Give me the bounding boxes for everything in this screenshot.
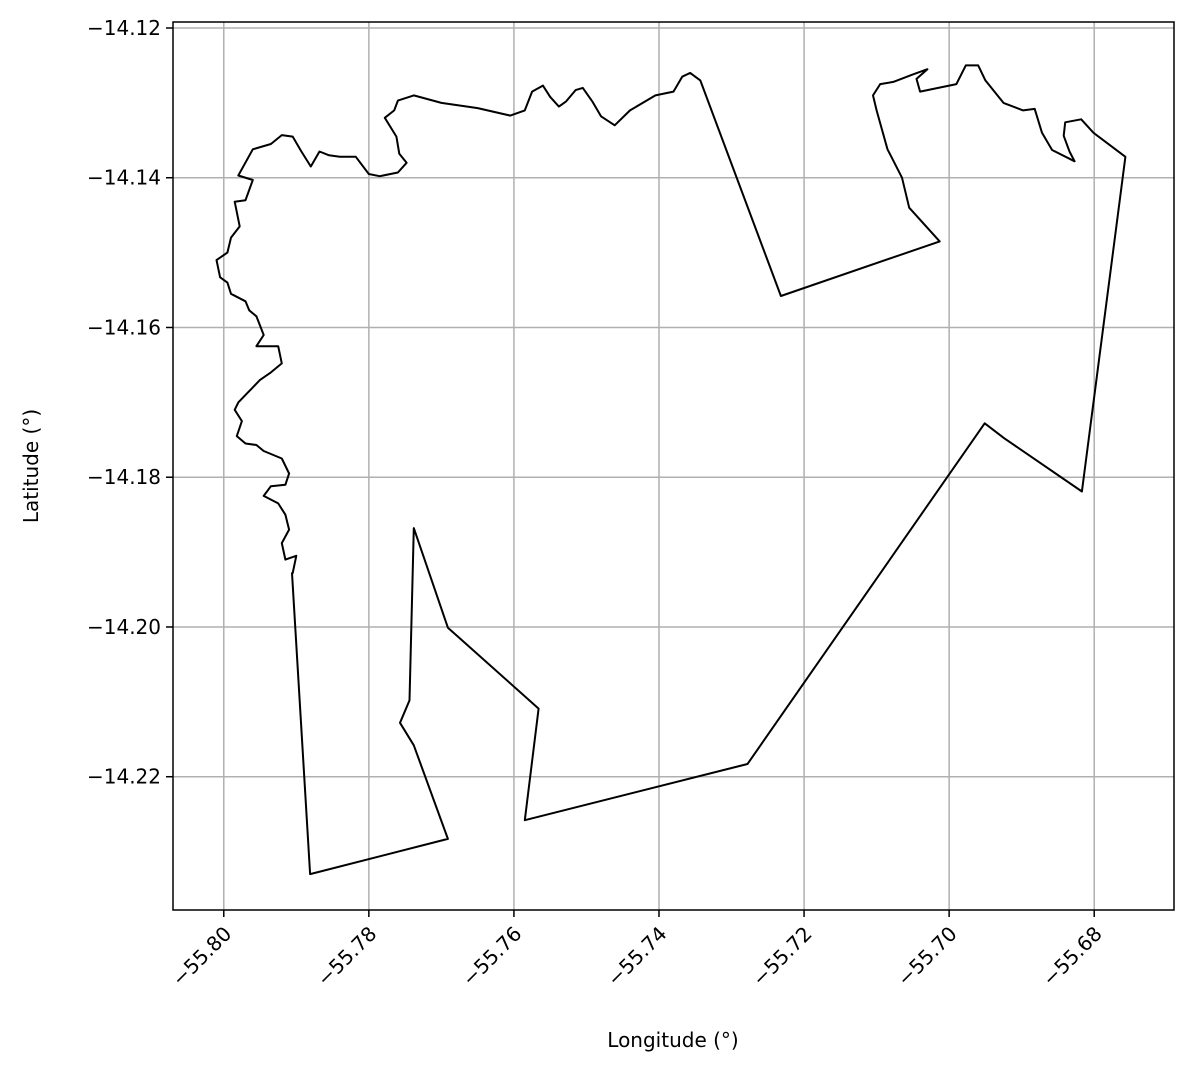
y-tick-label-0: −14.12 <box>87 16 161 40</box>
boundary-polygon-0 <box>215 64 1127 876</box>
plot-area <box>173 22 1174 910</box>
y-tick-label-2: −14.16 <box>87 315 161 339</box>
y-tick-label-1: −14.14 <box>87 166 161 190</box>
y-tick-label-3: −14.18 <box>87 465 161 489</box>
x-axis-label: Longitude (°) <box>607 1028 738 1052</box>
grid-lines <box>173 22 1174 910</box>
plot-frame <box>172 21 1175 911</box>
y-axis-ticks: −14.12 −14.14 −14.16 −14.18 −14.20 −14.22 <box>87 16 173 789</box>
y-axis-label: Latitude (°) <box>19 409 43 523</box>
boundary-layer <box>215 64 1127 876</box>
y-tick-label-4: −14.20 <box>87 615 161 639</box>
y-tick-label-5: −14.22 <box>87 765 161 789</box>
